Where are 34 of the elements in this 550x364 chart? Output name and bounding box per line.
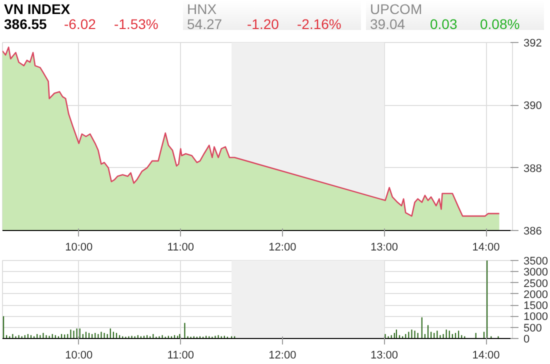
x-tick-label: 13:00	[370, 350, 398, 362]
x-tick-label: 10:00	[65, 350, 93, 362]
text: UPCOM	[370, 1, 424, 17]
x-tick-label: 10:00	[65, 242, 93, 254]
x-tick-label: 13:00	[370, 242, 398, 254]
text: 54.27	[187, 16, 224, 32]
y-tick-label: 1500	[524, 300, 548, 312]
x-tick-label: 14:00	[472, 242, 500, 254]
y-tick-label: 3500	[524, 256, 548, 268]
x-tick-label: 14:00	[472, 350, 500, 362]
y-tick-label: 0	[524, 334, 530, 346]
text: -2.16%	[297, 16, 342, 32]
y-tick-label: 2500	[524, 278, 548, 290]
text: 0.03	[430, 16, 458, 32]
y-tick-label: 390	[524, 100, 542, 112]
text: 386.55	[4, 16, 48, 32]
y-tick-label: 1000	[524, 311, 548, 324]
x-tick-label: 12:00	[268, 242, 296, 254]
text: 0.08%	[480, 16, 521, 32]
text: VN INDEX	[4, 1, 72, 17]
x-tick-label: 12:00	[268, 350, 296, 362]
x-tick-label: 11:00	[167, 242, 194, 254]
text: -1.53%	[114, 16, 160, 32]
x-tick-label: 11:00	[167, 350, 194, 362]
text: 39.04	[370, 16, 406, 32]
text: -1.20	[247, 16, 280, 32]
y-tick-label: 392	[524, 38, 542, 50]
y-tick-label: 2000	[524, 288, 548, 301]
y-tick-label: 500	[524, 322, 542, 334]
y-tick-label: 3000	[524, 266, 548, 279]
y-tick-label: 388	[524, 162, 542, 175]
text: HNX	[187, 1, 218, 17]
y-tick-label: 386	[524, 226, 542, 238]
text: -6.02	[64, 16, 97, 32]
